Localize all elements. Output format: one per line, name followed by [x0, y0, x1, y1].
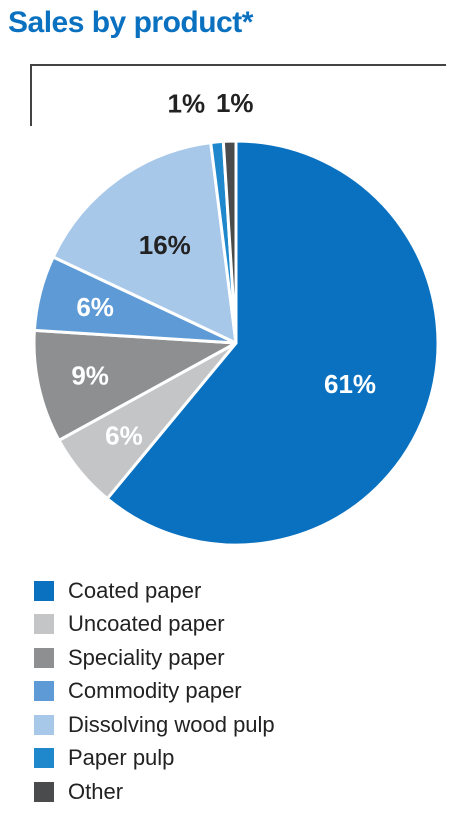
- legend-swatch-speciality-paper: [34, 647, 54, 668]
- legend-item-coated-paper: Coated paper: [34, 574, 275, 608]
- legend-label-dissolving-wood-pulp: Dissolving wood pulp: [68, 711, 275, 737]
- pie-chart: 61% 6% 9% 6% 16% 1% 1%: [32, 88, 440, 547]
- legend-swatch-other: [34, 781, 54, 802]
- legend-swatch-dissolving-wood-pulp: [34, 714, 54, 735]
- pie-label-speciality-paper: 9%: [71, 361, 109, 391]
- legend-label-speciality-paper: Speciality paper: [68, 644, 225, 670]
- legend-item-paper-pulp: Paper pulp: [34, 742, 275, 776]
- legend-swatch-paper-pulp: [34, 748, 54, 769]
- legend-label-commodity-paper: Commodity paper: [68, 678, 242, 704]
- pie-slice-dissolving-wood-pulp: [51, 141, 238, 345]
- pie-label-coated-paper: 61%: [324, 369, 376, 399]
- legend-item-speciality-paper: Speciality paper: [34, 641, 275, 675]
- pie-label-dissolving-wood-pulp: 16%: [139, 230, 191, 260]
- pie-label-commodity-paper: 6%: [76, 292, 114, 322]
- chart-title: Sales by product*: [8, 6, 253, 39]
- legend-swatch-uncoated-paper: [34, 614, 54, 635]
- pie-slice-other: [221, 139, 238, 345]
- pie-label-uncoated-paper: 6%: [105, 421, 143, 451]
- legend-swatch-coated-paper: [34, 580, 54, 601]
- legend-item-commodity-paper: Commodity paper: [34, 675, 275, 709]
- legend-label-paper-pulp: Paper pulp: [68, 745, 175, 771]
- legend-label-other: Other: [68, 778, 124, 804]
- pie-label-other: 1%: [216, 88, 254, 118]
- legend-label-uncoated-paper: Uncoated paper: [68, 611, 225, 637]
- legend-label-coated-paper: Coated paper: [68, 577, 202, 603]
- legend-item-dissolving-wood-pulp: Dissolving wood pulp: [34, 708, 275, 742]
- pie-slice-coated-paper: [105, 139, 440, 547]
- pie-label-paper-pulp: 1%: [168, 89, 206, 119]
- legend-swatch-commodity-paper: [34, 681, 54, 702]
- legend-item-other: Other: [34, 775, 275, 809]
- legend-item-uncoated-paper: Uncoated paper: [34, 608, 275, 642]
- pie-slice-speciality-paper: [32, 328, 238, 442]
- callout-bracket: [30, 64, 446, 126]
- legend: Coated paper Uncoated paper Speciality p…: [34, 574, 275, 809]
